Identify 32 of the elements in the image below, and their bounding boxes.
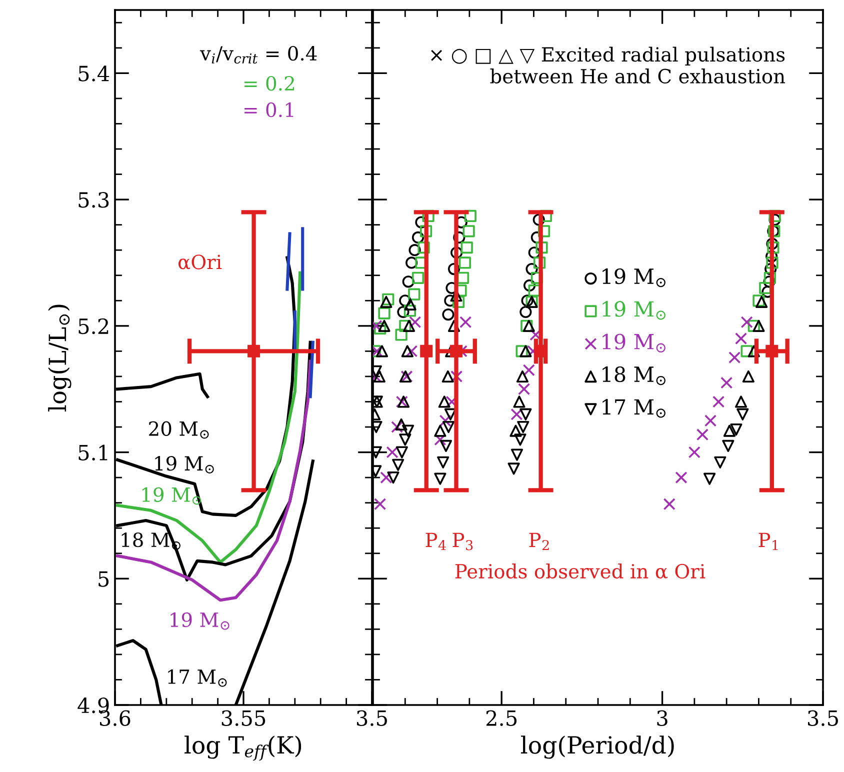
annotation: = 0.2 bbox=[244, 76, 294, 91]
annotation: Periods observed in α Ori bbox=[455, 564, 706, 579]
annotation: P$_{2}$ bbox=[529, 532, 549, 550]
y-tick-label: 5 bbox=[98, 571, 109, 587]
annotation: αOri bbox=[178, 254, 222, 270]
y-tick-label: 5.3 bbox=[78, 192, 109, 208]
x-axis-title: log T$_{eff}$(K) bbox=[184, 736, 302, 761]
annotation: P$_{3}$ bbox=[452, 532, 473, 550]
x-tick-label: 3 bbox=[657, 710, 668, 726]
x-axis-title: log(Period/d) bbox=[521, 736, 674, 759]
annotation: = 0.1 bbox=[244, 102, 294, 118]
series-label: 20 M$_{⊙}$ bbox=[149, 421, 209, 439]
legend-label: 19 M$_{⊙}$ bbox=[602, 334, 666, 352]
y-tick-label: 5.1 bbox=[78, 444, 108, 460]
y-tick-label: 5.2 bbox=[78, 318, 108, 334]
x-tick-label: 2.5 bbox=[486, 710, 517, 726]
annotation: P$_{1}$ bbox=[758, 532, 778, 550]
legend-label: 18 M$_{⊙}$ bbox=[602, 366, 666, 386]
series-label: 19 M$_{⊙}$ bbox=[170, 612, 230, 630]
x-tick-label: 3.55 bbox=[222, 710, 266, 726]
series-label: 19 M$_{⊙}$ bbox=[155, 456, 214, 474]
annotation: v$_{i}$/v$_{crit}$ = 0.4 bbox=[200, 46, 317, 64]
legend-label: 17 M$_{⊙}$ bbox=[602, 399, 666, 418]
legend-label: 19 M$_{⊙}$ bbox=[602, 268, 666, 288]
legend-label: 19 M$_{⊙}$ bbox=[602, 301, 666, 320]
annotation: P$_{4}$ bbox=[426, 532, 446, 550]
y-tick-label: 5.4 bbox=[78, 66, 110, 82]
annotation: × ○ □ △ ▽ Excited radial pulsations between He and C exhaustion bbox=[431, 46, 786, 84]
y-axis-title: log(L/L$_{⊙}$) bbox=[48, 304, 72, 412]
x-tick-label: 3.5 bbox=[808, 710, 838, 726]
x-tick-label: 3.5 bbox=[357, 710, 387, 726]
series-label: 17 M$_{⊙}$ bbox=[168, 669, 227, 687]
